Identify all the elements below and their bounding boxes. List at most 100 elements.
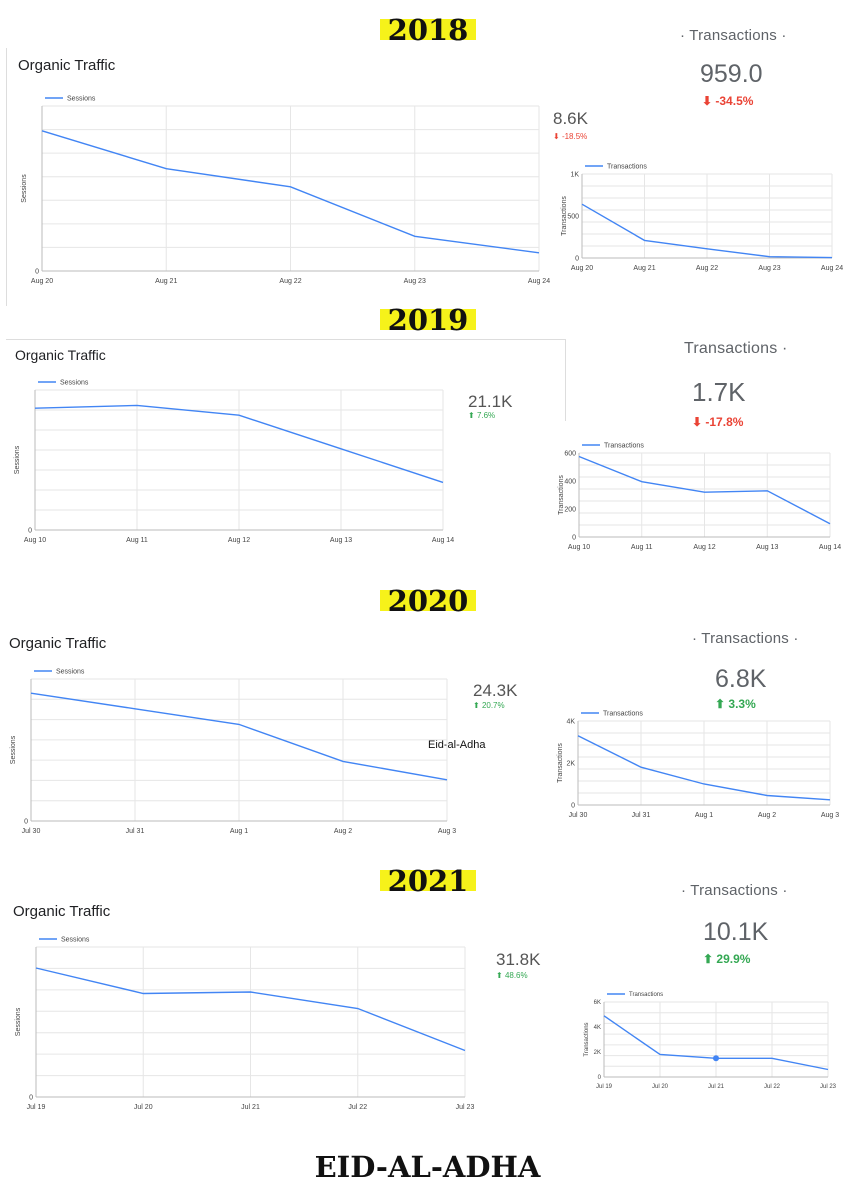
year-badge-2018: 2018 xyxy=(380,13,476,47)
sessions-chart-2019: 0 Aug 10 Aug 11 Aug 12 Aug 13 Aug 14 Sessions S… xyxy=(14,379,454,544)
y-axis-label: Transactions xyxy=(561,196,568,236)
legend-label: Transactions xyxy=(607,163,647,170)
x-tick-label: Aug 12 xyxy=(228,537,250,544)
year-label: 2019 xyxy=(387,303,469,337)
eid-annotation: Eid-al-Adha xyxy=(428,739,486,751)
sessions-scorecard-value: 21.1K xyxy=(468,392,513,411)
transactions-title: · Transactions · xyxy=(692,630,799,647)
transactions-scorecard-value: 6.8K xyxy=(715,665,767,693)
transactions-scorecard-value: 959.0 xyxy=(700,60,763,88)
sessions-chart-2021: 0 Jul 19 Jul 20 Jul 21 Jul 22 Jul 23 Sessions S… xyxy=(15,936,475,1111)
x-tick-label: Aug 23 xyxy=(404,278,426,285)
x-tick-label: Aug 14 xyxy=(819,544,841,551)
x-tick-label: Aug 1 xyxy=(695,812,713,819)
x-tick-label: Jul 30 xyxy=(22,828,41,835)
x-tick-label: Aug 2 xyxy=(758,812,776,819)
x-tick-label: Jul 19 xyxy=(27,1104,46,1111)
sessions-scorecard-delta: ⬇ -18.5% xyxy=(553,132,588,141)
transactions-title: Transactions · xyxy=(684,340,788,357)
y-axis-label: Transactions xyxy=(557,743,564,783)
sessions-chart-2020: 0 Jul 30 Jul 31 Aug 1 Aug 2 Aug 3 Sessions Sess… xyxy=(10,668,456,835)
y-tick-label: 500 xyxy=(567,213,579,220)
year-badge-2020: 2020 xyxy=(380,584,476,618)
x-tick-label: Jul 30 xyxy=(569,812,588,819)
year-badge-2021: 2021 xyxy=(380,864,476,898)
x-tick-label: Jul 22 xyxy=(764,1084,781,1090)
legend-label: Transactions xyxy=(604,442,644,449)
x-tick-label: Jul 21 xyxy=(241,1104,260,1111)
x-tick-label: Aug 20 xyxy=(31,278,53,285)
y-axis-label: Sessions xyxy=(10,735,17,764)
legend-label: Sessions xyxy=(60,379,89,386)
y-axis-label: Transactions xyxy=(584,1022,590,1056)
delta-text: -34.5% xyxy=(715,94,754,108)
y-tick-label: 0 xyxy=(24,818,28,825)
x-tick-label: Aug 1 xyxy=(230,828,248,835)
x-tick-label: Jul 20 xyxy=(652,1084,669,1090)
x-tick-label: Aug 11 xyxy=(631,544,653,551)
year-label: 2018 xyxy=(387,13,469,47)
y-tick-label: 0 xyxy=(575,255,579,262)
x-tick-label: Jul 31 xyxy=(632,812,651,819)
transactions-chart-2021: 0 2K 4K 6K Jul 19 Jul 20 Jul 21 Jul 22 Jul 23 Tra… xyxy=(584,992,837,1090)
x-tick-label: Aug 24 xyxy=(821,265,843,272)
delta-text: 20.7% xyxy=(481,701,505,710)
transactions-title: · Transactions · xyxy=(681,882,788,899)
delta-text: 48.6% xyxy=(504,971,528,980)
panel-border xyxy=(6,339,566,340)
legend-label: Transactions xyxy=(629,992,663,998)
sessions-chart-2018: 0 Aug 20 Aug 21 Aug 22 Aug 23 Aug 24 Sessions S… xyxy=(21,95,550,285)
year-badge-2019: 2019 xyxy=(380,303,476,337)
organic-traffic-title: Organic Traffic xyxy=(13,903,111,920)
x-tick-label: Jul 23 xyxy=(456,1104,475,1111)
x-tick-label: Aug 21 xyxy=(155,278,177,285)
panel-border xyxy=(6,48,7,306)
year-label: 2020 xyxy=(387,584,469,618)
x-tick-label: Aug 20 xyxy=(571,265,593,272)
x-tick-label: Jul 31 xyxy=(126,828,145,835)
x-tick-label: Aug 12 xyxy=(693,544,715,551)
y-tick-label: 0 xyxy=(35,268,39,275)
transactions-scorecard-delta: ⬆ 29.9% xyxy=(703,952,751,966)
sessions-scorecard-value: 31.8K xyxy=(496,950,541,969)
x-tick-label: Aug 2 xyxy=(334,828,352,835)
sessions-scorecard-delta: ⬆ 7.6% xyxy=(468,411,496,420)
legend-label: Transactions xyxy=(603,710,643,717)
delta-text: 29.9% xyxy=(716,952,751,966)
x-tick-label: Jul 23 xyxy=(820,1084,837,1090)
transactions-scorecard-delta: ⬆ 3.3% xyxy=(715,697,756,711)
series-line xyxy=(30,692,448,781)
x-tick-label: Aug 3 xyxy=(821,812,839,819)
x-tick-label: Aug 24 xyxy=(528,278,550,285)
y-axis-label: Sessions xyxy=(21,174,28,203)
x-tick-label: Jul 21 xyxy=(708,1084,725,1090)
organic-traffic-title: Organic Traffic xyxy=(18,57,116,74)
transactions-chart-2019: 0 200 400 600 Aug 10 Aug 11 Aug 12 Aug 13 Aug 14… xyxy=(558,442,841,551)
y-tick-label: 0 xyxy=(29,1094,33,1101)
delta-text: 7.6% xyxy=(476,411,496,420)
transactions-scorecard-delta: ⬇ -34.5% xyxy=(702,94,754,108)
data-point xyxy=(713,1055,719,1062)
y-axis-label: Transactions xyxy=(558,475,565,515)
transactions-chart-2018: 0 500 1K Aug 20 Aug 21 Aug 22 Aug 23 Aug 24 Tran… xyxy=(561,163,843,272)
legend-label: Sessions xyxy=(61,936,90,943)
series-line xyxy=(581,203,833,259)
year-label: 2021 xyxy=(387,864,469,898)
x-tick-label: Aug 11 xyxy=(126,537,148,544)
y-axis-label: Sessions xyxy=(15,1007,22,1036)
transactions-scorecard-value: 1.7K xyxy=(692,377,746,407)
x-tick-label: Jul 22 xyxy=(348,1104,367,1111)
legend-label: Sessions xyxy=(67,95,96,102)
organic-traffic-title: Organic Traffic xyxy=(15,347,106,363)
legend-label: Sessions xyxy=(56,668,85,675)
y-tick-label: 4K xyxy=(594,1025,601,1031)
sessions-scorecard-delta: ⬆ 20.7% xyxy=(473,701,505,710)
x-tick-label: Aug 10 xyxy=(24,537,46,544)
x-tick-label: Aug 22 xyxy=(279,278,301,285)
transactions-chart-2020: 0 2K 4K Jul 30 Jul 31 Aug 1 Aug 2 Aug 3 Transact… xyxy=(557,710,839,819)
x-tick-label: Jul 20 xyxy=(134,1104,153,1111)
y-tick-label: 0 xyxy=(571,802,575,809)
x-tick-label: Aug 13 xyxy=(756,544,778,551)
y-tick-label: 1K xyxy=(570,171,579,178)
transactions-scorecard-delta: ⬇ -17.8% xyxy=(692,415,744,429)
